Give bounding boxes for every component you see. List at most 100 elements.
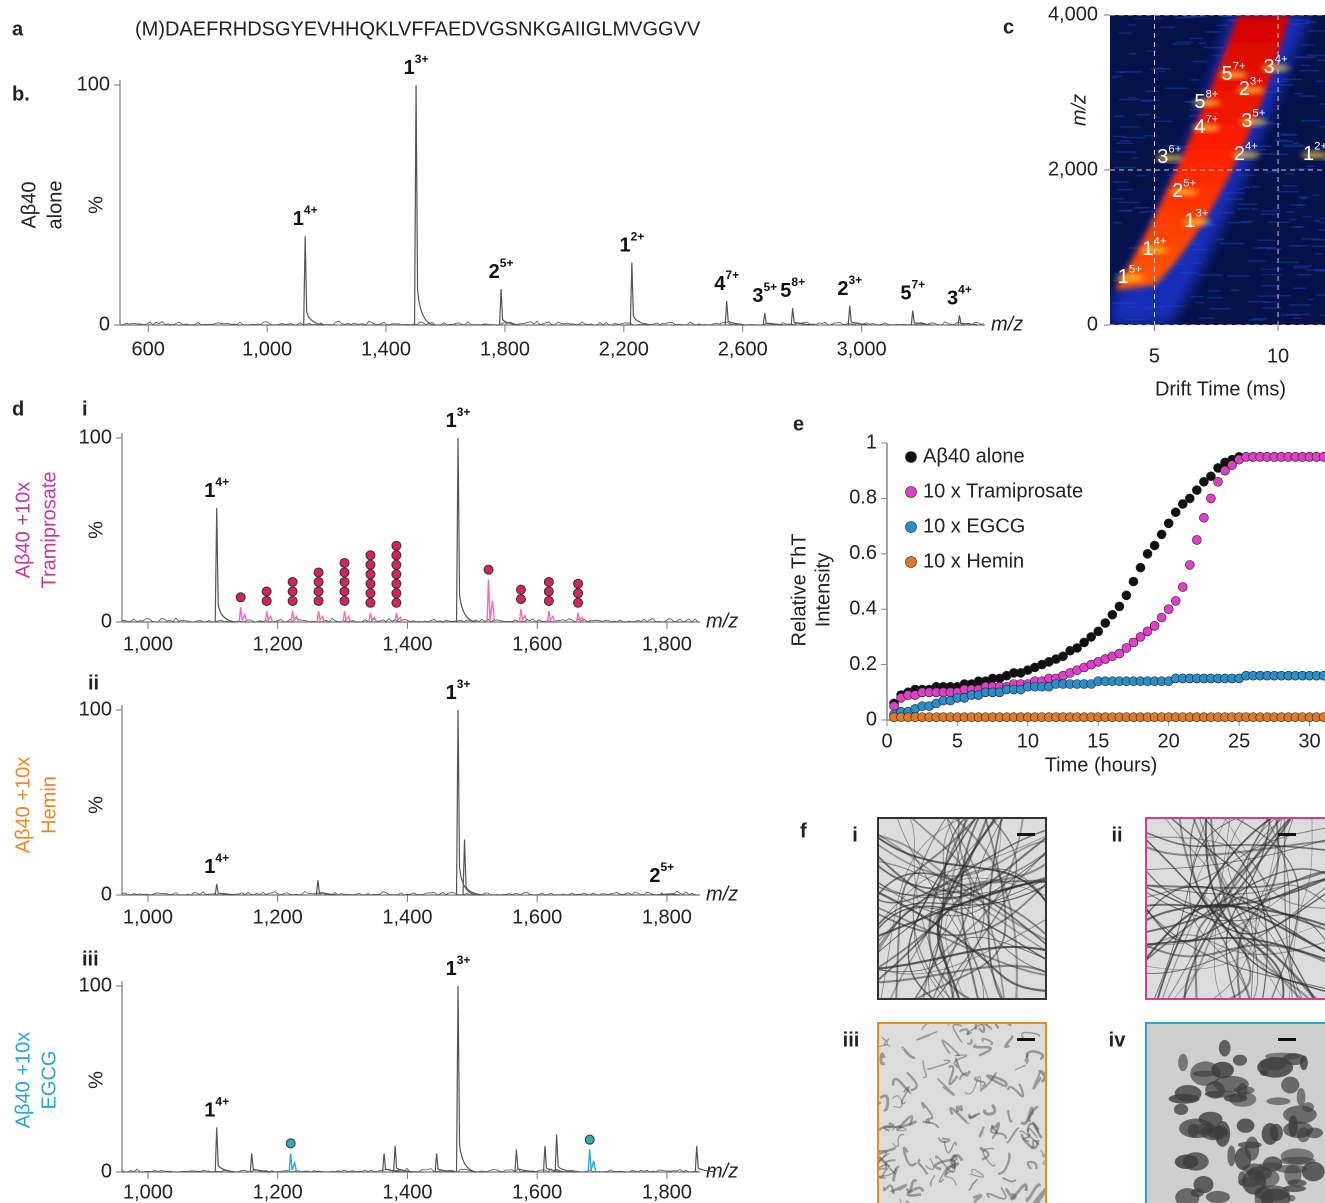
peak-label: 25+ [489, 256, 514, 283]
heatmap-speckle [1289, 304, 1311, 306]
peak [303, 236, 324, 326]
peak [659, 892, 680, 896]
data-point [1128, 637, 1139, 648]
heatmap-speckle [1176, 150, 1190, 152]
heatmap-speckle [1175, 41, 1193, 43]
aggregate [979, 1146, 990, 1161]
peak [554, 1134, 575, 1173]
peak [455, 437, 477, 623]
y-tick-label: 0.2 [849, 653, 877, 675]
aggregate [944, 1162, 960, 1176]
heatmap-speckle [1299, 95, 1317, 97]
aggregate [906, 1186, 925, 1197]
peak-label-charge: 3+ [457, 953, 471, 967]
spot-label-number: 2 [1239, 78, 1250, 100]
heatmap-speckle [1169, 162, 1185, 165]
aggregate [892, 1133, 905, 1148]
aggregate [1032, 1069, 1042, 1090]
heatmap-speckle [1156, 17, 1164, 20]
panel-label: a [12, 18, 24, 40]
y-tick-label: 2,000 [1048, 158, 1098, 180]
aggregate [1237, 1082, 1248, 1099]
adduct-dot [313, 576, 324, 587]
heatmap-speckle [1290, 204, 1304, 206]
aggregate [891, 1077, 913, 1094]
y-axis-label: Intensity [812, 553, 834, 627]
peak [455, 709, 477, 896]
heatmap-speckle [1314, 220, 1322, 222]
data-point [1121, 643, 1132, 653]
fibril [1203, 817, 1268, 1000]
adduct-dot [515, 594, 526, 605]
x-axis-label: Drift Time (ms) [1155, 378, 1286, 400]
fibril [1145, 936, 1325, 960]
peak-label-number: 2 [489, 261, 500, 283]
image-frame [1145, 1022, 1325, 1203]
aggregate [1044, 1044, 1047, 1050]
spot-label-charge: 5+ [1183, 177, 1196, 189]
heatmap-speckle [1256, 239, 1276, 242]
peak [315, 880, 336, 896]
fibril [912, 817, 967, 1000]
y-axis-unit: % [85, 521, 107, 539]
x-tick-label: 1,800 [642, 633, 692, 655]
spot-label: 15+ [1118, 264, 1142, 289]
fibril [877, 884, 1047, 928]
data-point [1114, 648, 1125, 659]
y-tick-label: 0 [101, 883, 112, 905]
heatmap-speckle [1252, 185, 1260, 188]
aggregate [1281, 1076, 1300, 1094]
aggregate [949, 1154, 958, 1161]
heatmap-speckle [1175, 146, 1190, 149]
heatmap-speckle [1252, 317, 1268, 320]
spot-label-number: 1 [1142, 238, 1153, 260]
heat-spot [1182, 219, 1211, 226]
peak-label-number: 4 [714, 273, 726, 295]
spot-label-charge: 3+ [1196, 207, 1209, 219]
spot-label-number: 3 [1264, 56, 1275, 78]
heatmap-speckle [1250, 208, 1258, 210]
peak [629, 262, 650, 326]
heatmap-speckle [1172, 43, 1191, 45]
heatmap-speckle [1249, 319, 1263, 321]
spot-label: 24+ [1234, 140, 1258, 165]
heat-spot [1236, 87, 1265, 94]
spot-label-charge: 8+ [1205, 88, 1218, 100]
aggregate [968, 1178, 979, 1192]
heatmap-speckle [1237, 208, 1250, 210]
fibril [880, 817, 966, 1000]
aggregate [1254, 1169, 1280, 1187]
spot-label-number: 3 [1241, 110, 1252, 132]
aggregate [905, 1200, 917, 1203]
y-axis-label: alone [44, 181, 66, 230]
aggregate [1287, 1179, 1307, 1187]
y-tick-label: 1 [866, 431, 877, 453]
x-tick-label: 0 [881, 730, 892, 752]
aggregate [1020, 1031, 1041, 1040]
aggregate [941, 1039, 960, 1057]
data-point [1156, 529, 1167, 540]
spot-label-number: 1 [1118, 266, 1129, 288]
fibril [1205, 817, 1285, 1000]
data-point [1170, 596, 1181, 606]
spot-label: 47+ [1194, 113, 1218, 138]
heatmap-speckle [1275, 140, 1294, 143]
fibril [928, 817, 962, 1000]
y-tick-label: 0.8 [849, 487, 877, 509]
image-frame [877, 817, 1047, 1000]
peak [413, 84, 435, 326]
peak-label-number: 2 [649, 865, 660, 887]
peak-label: 34+ [947, 283, 972, 310]
heat-spot [1155, 154, 1184, 161]
heatmap-speckle [1113, 181, 1130, 183]
adduct-dot [313, 595, 324, 606]
heatmap-speckle [1311, 239, 1325, 241]
aggregate [1198, 1111, 1223, 1126]
heatmap-speckle [1320, 222, 1325, 224]
aggregate [1302, 1102, 1314, 1113]
adduct-dot [285, 1138, 296, 1149]
data-point [1135, 562, 1146, 573]
heatmap-speckle [1242, 324, 1262, 325]
x-tick-label: 1,200 [253, 633, 303, 655]
heatmap-speckle [1272, 84, 1294, 86]
